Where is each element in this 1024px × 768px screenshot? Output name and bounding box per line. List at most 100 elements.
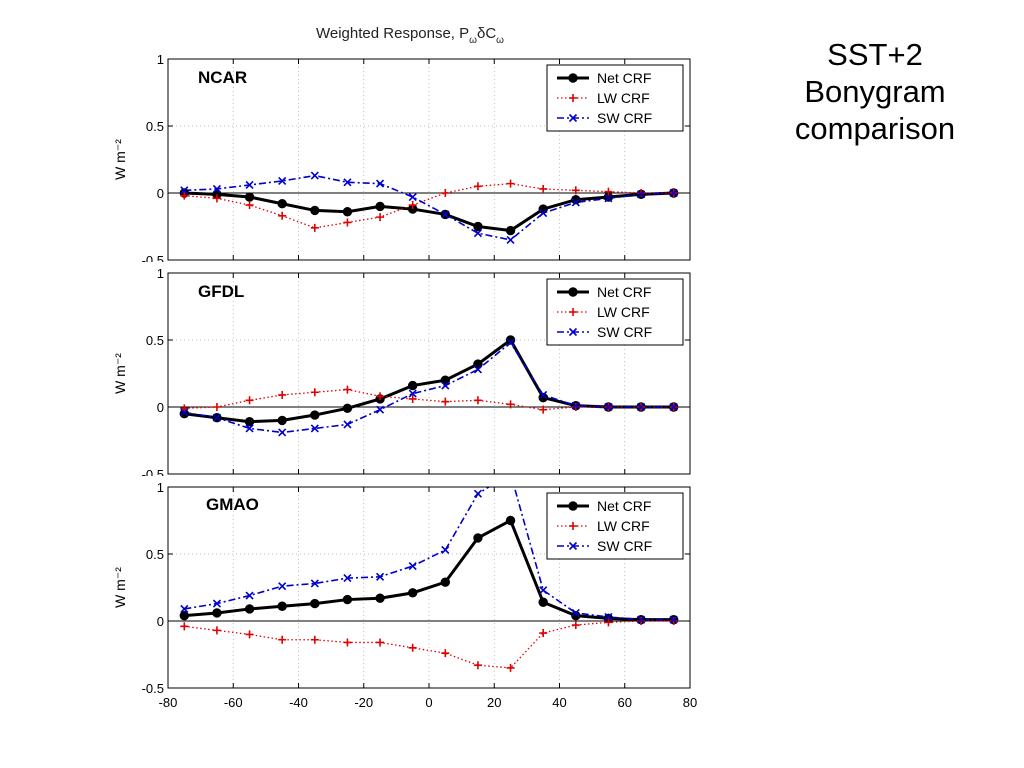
data-point-lw-crf <box>539 184 548 193</box>
legend-label: Net CRF <box>597 284 651 300</box>
y-axis-label: W m⁻² <box>112 567 128 608</box>
y-axis-label: W m⁻² <box>112 139 128 180</box>
data-point-sw-crf <box>278 176 287 186</box>
x-tick-label: -80 <box>159 695 178 710</box>
legend-label: LW CRF <box>597 304 650 320</box>
chart-panel-gmao: -0.5 0 0.5 1 -80 -60 -40 -20 0 20 40 60 80 W m⁻² GMAO N… <box>112 480 697 710</box>
y-tick-label: 1 <box>157 52 164 67</box>
data-point-sw-crf <box>669 188 678 198</box>
data-point-sw-crf <box>343 574 352 583</box>
data-point-net-crf <box>277 199 287 209</box>
data-point-sw-crf <box>375 405 385 414</box>
data-point-net-crf <box>310 205 320 216</box>
data-point-lw-crf <box>376 638 385 647</box>
data-point-net-crf <box>440 577 451 587</box>
data-point-sw-crf <box>636 190 646 199</box>
series-line-sw-crf <box>184 487 674 621</box>
legend-marker <box>569 94 577 102</box>
x-tick-label: -20 <box>354 695 373 710</box>
data-point-sw-crf <box>636 615 646 624</box>
data-point-net-crf <box>407 588 418 598</box>
slide-title: SST+2 Bonygram comparison <box>760 36 990 147</box>
y-tick-label: 1 <box>157 266 164 281</box>
data-point-lw-crf <box>343 385 352 394</box>
data-point-lw-crf <box>278 390 287 399</box>
data-point-sw-crf <box>473 365 483 374</box>
data-point-sw-crf <box>441 545 450 555</box>
data-point-net-crf <box>277 415 287 426</box>
legend: Net CRF LW CRF SW CRF <box>546 64 684 132</box>
figure-title-sub1: ω <box>469 35 477 46</box>
y-tick-label: -0.5 <box>142 467 164 482</box>
data-point-sw-crf <box>212 184 222 194</box>
data-point-lw-crf <box>212 626 221 635</box>
data-point-lw-crf <box>408 643 417 652</box>
data-point-lw-crf <box>571 621 580 630</box>
legend-label: SW CRF <box>597 110 652 126</box>
legend-label: SW CRF <box>597 324 652 340</box>
legend-marker <box>569 308 577 316</box>
data-point-lw-crf <box>604 618 613 627</box>
data-point-lw-crf <box>180 191 189 200</box>
legend-marker <box>569 522 577 530</box>
legend-marker <box>568 327 578 337</box>
y-tick-label: -0.5 <box>142 253 164 268</box>
panel-label: GFDL <box>198 282 244 301</box>
data-point-lw-crf <box>441 397 450 406</box>
data-point-net-crf <box>310 410 320 420</box>
data-point-lw-crf <box>278 211 287 220</box>
data-point-net-crf <box>342 403 353 414</box>
data-point-net-crf <box>375 201 385 212</box>
data-point-sw-crf <box>343 420 352 429</box>
data-point-lw-crf <box>278 635 287 644</box>
data-point-lw-crf <box>245 201 254 210</box>
data-point-sw-crf <box>669 615 678 624</box>
data-point-net-crf <box>179 610 190 621</box>
x-tick-label: -40 <box>289 695 308 710</box>
data-point-sw-crf <box>604 612 613 622</box>
x-tick-label: 0 <box>425 695 432 710</box>
data-point-lw-crf <box>473 661 482 670</box>
legend: Net CRF LW CRF SW CRF <box>546 278 684 346</box>
data-point-sw-crf <box>310 579 319 588</box>
data-point-sw-crf <box>245 424 254 433</box>
data-point-sw-crf <box>278 428 287 437</box>
legend-label: Net CRF <box>597 498 651 514</box>
data-point-net-crf <box>473 359 483 369</box>
data-point-sw-crf <box>278 582 287 591</box>
panel-label: GMAO <box>206 495 259 514</box>
x-tick-label: -60 <box>224 695 243 710</box>
legend-label: SW CRF <box>597 538 652 554</box>
y-axis-label: W m⁻² <box>112 353 128 394</box>
data-point-net-crf <box>342 594 353 605</box>
x-tick-label: 20 <box>487 695 501 710</box>
data-point-sw-crf <box>375 572 385 581</box>
data-point-lw-crf <box>669 617 678 625</box>
data-point-sw-crf <box>506 235 515 244</box>
legend-label: LW CRF <box>597 90 650 106</box>
data-point-lw-crf <box>571 403 580 411</box>
data-point-lw-crf <box>212 403 221 411</box>
data-point-lw-crf <box>180 622 189 631</box>
data-point-net-crf <box>505 335 516 345</box>
data-point-sw-crf <box>408 561 417 571</box>
data-point-sw-crf <box>245 180 254 190</box>
data-point-net-crf <box>440 375 451 385</box>
data-point-lw-crf <box>637 189 646 197</box>
legend-label: LW CRF <box>597 518 650 534</box>
data-point-sw-crf <box>180 408 189 417</box>
data-point-sw-crf <box>310 424 319 433</box>
x-tick-label: 40 <box>552 695 566 710</box>
y-tick-label: 0 <box>157 614 164 629</box>
data-point-net-crf <box>244 192 255 202</box>
legend-marker <box>568 73 578 83</box>
data-point-sw-crf <box>441 210 450 219</box>
y-tick-label: 0.5 <box>146 547 164 562</box>
data-point-lw-crf <box>441 189 450 197</box>
legend-marker <box>568 541 578 551</box>
data-point-lw-crf <box>376 392 385 401</box>
series-line-lw-crf <box>184 182 674 229</box>
data-point-sw-crf <box>636 402 646 412</box>
data-point-sw-crf <box>180 604 189 614</box>
